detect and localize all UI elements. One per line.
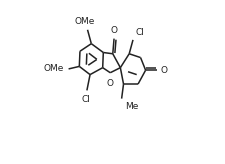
Text: O: O — [110, 26, 117, 35]
Text: Cl: Cl — [135, 28, 144, 37]
Text: OMe: OMe — [43, 64, 63, 73]
Text: Me: Me — [125, 102, 138, 111]
Text: OMe: OMe — [74, 17, 94, 26]
Text: O: O — [161, 66, 168, 75]
Text: Cl: Cl — [81, 95, 90, 104]
Text: O: O — [106, 79, 113, 88]
